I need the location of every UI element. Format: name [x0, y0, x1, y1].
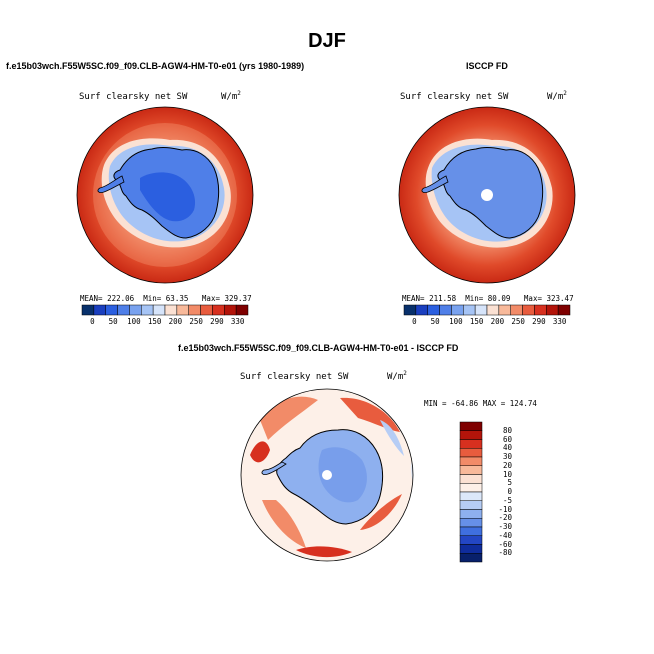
panel-3-colorbar-cell: [459, 465, 483, 475]
panel-3-colorbar-cell: [459, 439, 483, 449]
panel-1-colorbar-tick-label: 150: [147, 317, 162, 326]
panel-2-colorbar-tick-label: 250: [511, 317, 525, 326]
panel-3-colorbar-tick-label: -30: [498, 522, 512, 531]
panel-1-colorbar-tick-label: 100: [127, 317, 141, 326]
panel-3-anomaly-pos-5: [250, 441, 270, 463]
panel-3-anomaly-pos-6: [296, 546, 352, 558]
panel-3-colorbar-cell: [459, 500, 483, 510]
panel-3-units: W/m2: [387, 370, 407, 382]
panel-3-colorbar-tick-label: -60: [498, 539, 512, 549]
panel-2-colorbar-cell: [557, 304, 571, 316]
panel-2-case-label: ISCCP FD: [466, 61, 508, 71]
panel-3-colorbar-cell: [459, 430, 483, 440]
panel-1-colorbar-tick-label: 330: [230, 317, 245, 326]
panel-2-pole-mask: [481, 189, 493, 201]
panel-3-colorbar-tick-label: -80: [498, 548, 512, 558]
panel-2-colorbar-tick-label: 330: [552, 317, 567, 326]
figure-title: DJF: [308, 30, 346, 52]
panel-3-colorbar-tick-label: 40: [502, 443, 512, 453]
panel-3-colorbar-cell: [459, 553, 483, 563]
panel-1-variable-label: Surf clearsky net SW: [79, 92, 188, 102]
panel-3-anomaly-pos-4: [360, 494, 402, 530]
panel-3-colorbar-cell: [459, 474, 483, 484]
panel-1-case-label: f.e15b03wch.F55W5SC.f09_f09.CLB-AGW4-HM-…: [6, 61, 305, 71]
panel-3-colorbar-cell: [459, 421, 483, 431]
panel-3-colorbar-cell: [459, 544, 483, 554]
panel-2-colorbar-tick-label: 150: [469, 317, 484, 326]
panel-3-map-border: [240, 388, 414, 562]
panel-3-anomaly-pos-1: [260, 396, 318, 440]
panel-2-stats: MEAN= 211.58 Min= 80.09 Max= 323.47: [402, 294, 574, 303]
panel-1-peninsula: [97, 175, 125, 193]
panel-3-colorbar-cell: [459, 448, 483, 458]
panel-3-colorbar-tick-label: 20: [502, 460, 512, 470]
panel-1-colorbar-tick-label: 200: [168, 317, 183, 326]
panel-2-colorbar-tick-label: 200: [490, 317, 505, 326]
panel-3-minmax: MIN = -64.86 MAX = 124.74: [424, 399, 537, 408]
panel-3-colorbar-tick-label: 0: [507, 487, 512, 496]
panel-1-colorbar-tick-label: 250: [189, 317, 203, 326]
panel-1-colorbar-tick-label: 50: [108, 317, 118, 326]
panel-3-colorbar-tick-label: 60: [502, 434, 512, 444]
panel-3-colorbar-tick-label: 10: [502, 469, 512, 479]
panel-3-peninsula: [261, 461, 287, 475]
panel-3-anomaly-pos-3: [262, 500, 306, 548]
panel-3-colorbar-cell: [459, 518, 483, 528]
panel-3-pole-mask: [322, 470, 332, 480]
panel-3-colorbar-cell: [459, 526, 483, 536]
panel-3-colorbar-tick-label: -5: [502, 495, 512, 505]
panel-2-variable-label: Surf clearsky net SW: [400, 92, 509, 102]
panel-1-stats: MEAN= 222.06 Min= 63.35 Max= 329.37: [80, 294, 252, 303]
panel-3-colorbar-cell: [459, 456, 483, 466]
panel-3-colorbar-cell: [459, 483, 483, 493]
panel-3-colorbar-tick-label: -20: [498, 513, 512, 523]
panel-3-colorbar-tick-label: 30: [502, 452, 512, 461]
panel-3-colorbar-cell: [459, 535, 483, 545]
panel-3-variable-label: Surf clearsky net SW: [240, 372, 349, 382]
panel-3-anomaly-neg-1: [380, 420, 404, 456]
panel-2-peninsula: [421, 175, 449, 193]
panel-3-colorbar-tick-label: 5: [507, 478, 512, 488]
panel-2-units: W/m2: [547, 90, 567, 102]
panel-3-colorbar-tick-label: 80: [502, 425, 512, 435]
panel-1-units: W/m2: [221, 90, 241, 102]
panel-2-map-border: [398, 106, 576, 284]
panel-1-colorbar-tick-label: 0: [90, 317, 95, 326]
panel-3-colorbar-cell: [459, 491, 483, 501]
panel-2-colorbar-tick-label: 0: [412, 317, 417, 326]
panel-2-colorbar-tick-label: 50: [430, 317, 440, 326]
panel-2-colorbar-tick-label: 290: [532, 317, 546, 326]
panel-1-map-border: [76, 106, 254, 284]
panel-3-colorbar-tick-label: -40: [498, 530, 512, 540]
panel-1-colorbar-tick-label: 290: [210, 317, 224, 326]
panel-3-colorbar-cell: [459, 509, 483, 519]
panel-3-colorbar-tick-label: -10: [498, 504, 512, 514]
panel-1-colorbar-cell: [235, 304, 249, 316]
panel-2-colorbar-tick-label: 100: [449, 317, 463, 326]
panel-3-case-label: f.e15b03wch.F55W5SC.f09_f09.CLB-AGW4-HM-…: [178, 343, 459, 353]
